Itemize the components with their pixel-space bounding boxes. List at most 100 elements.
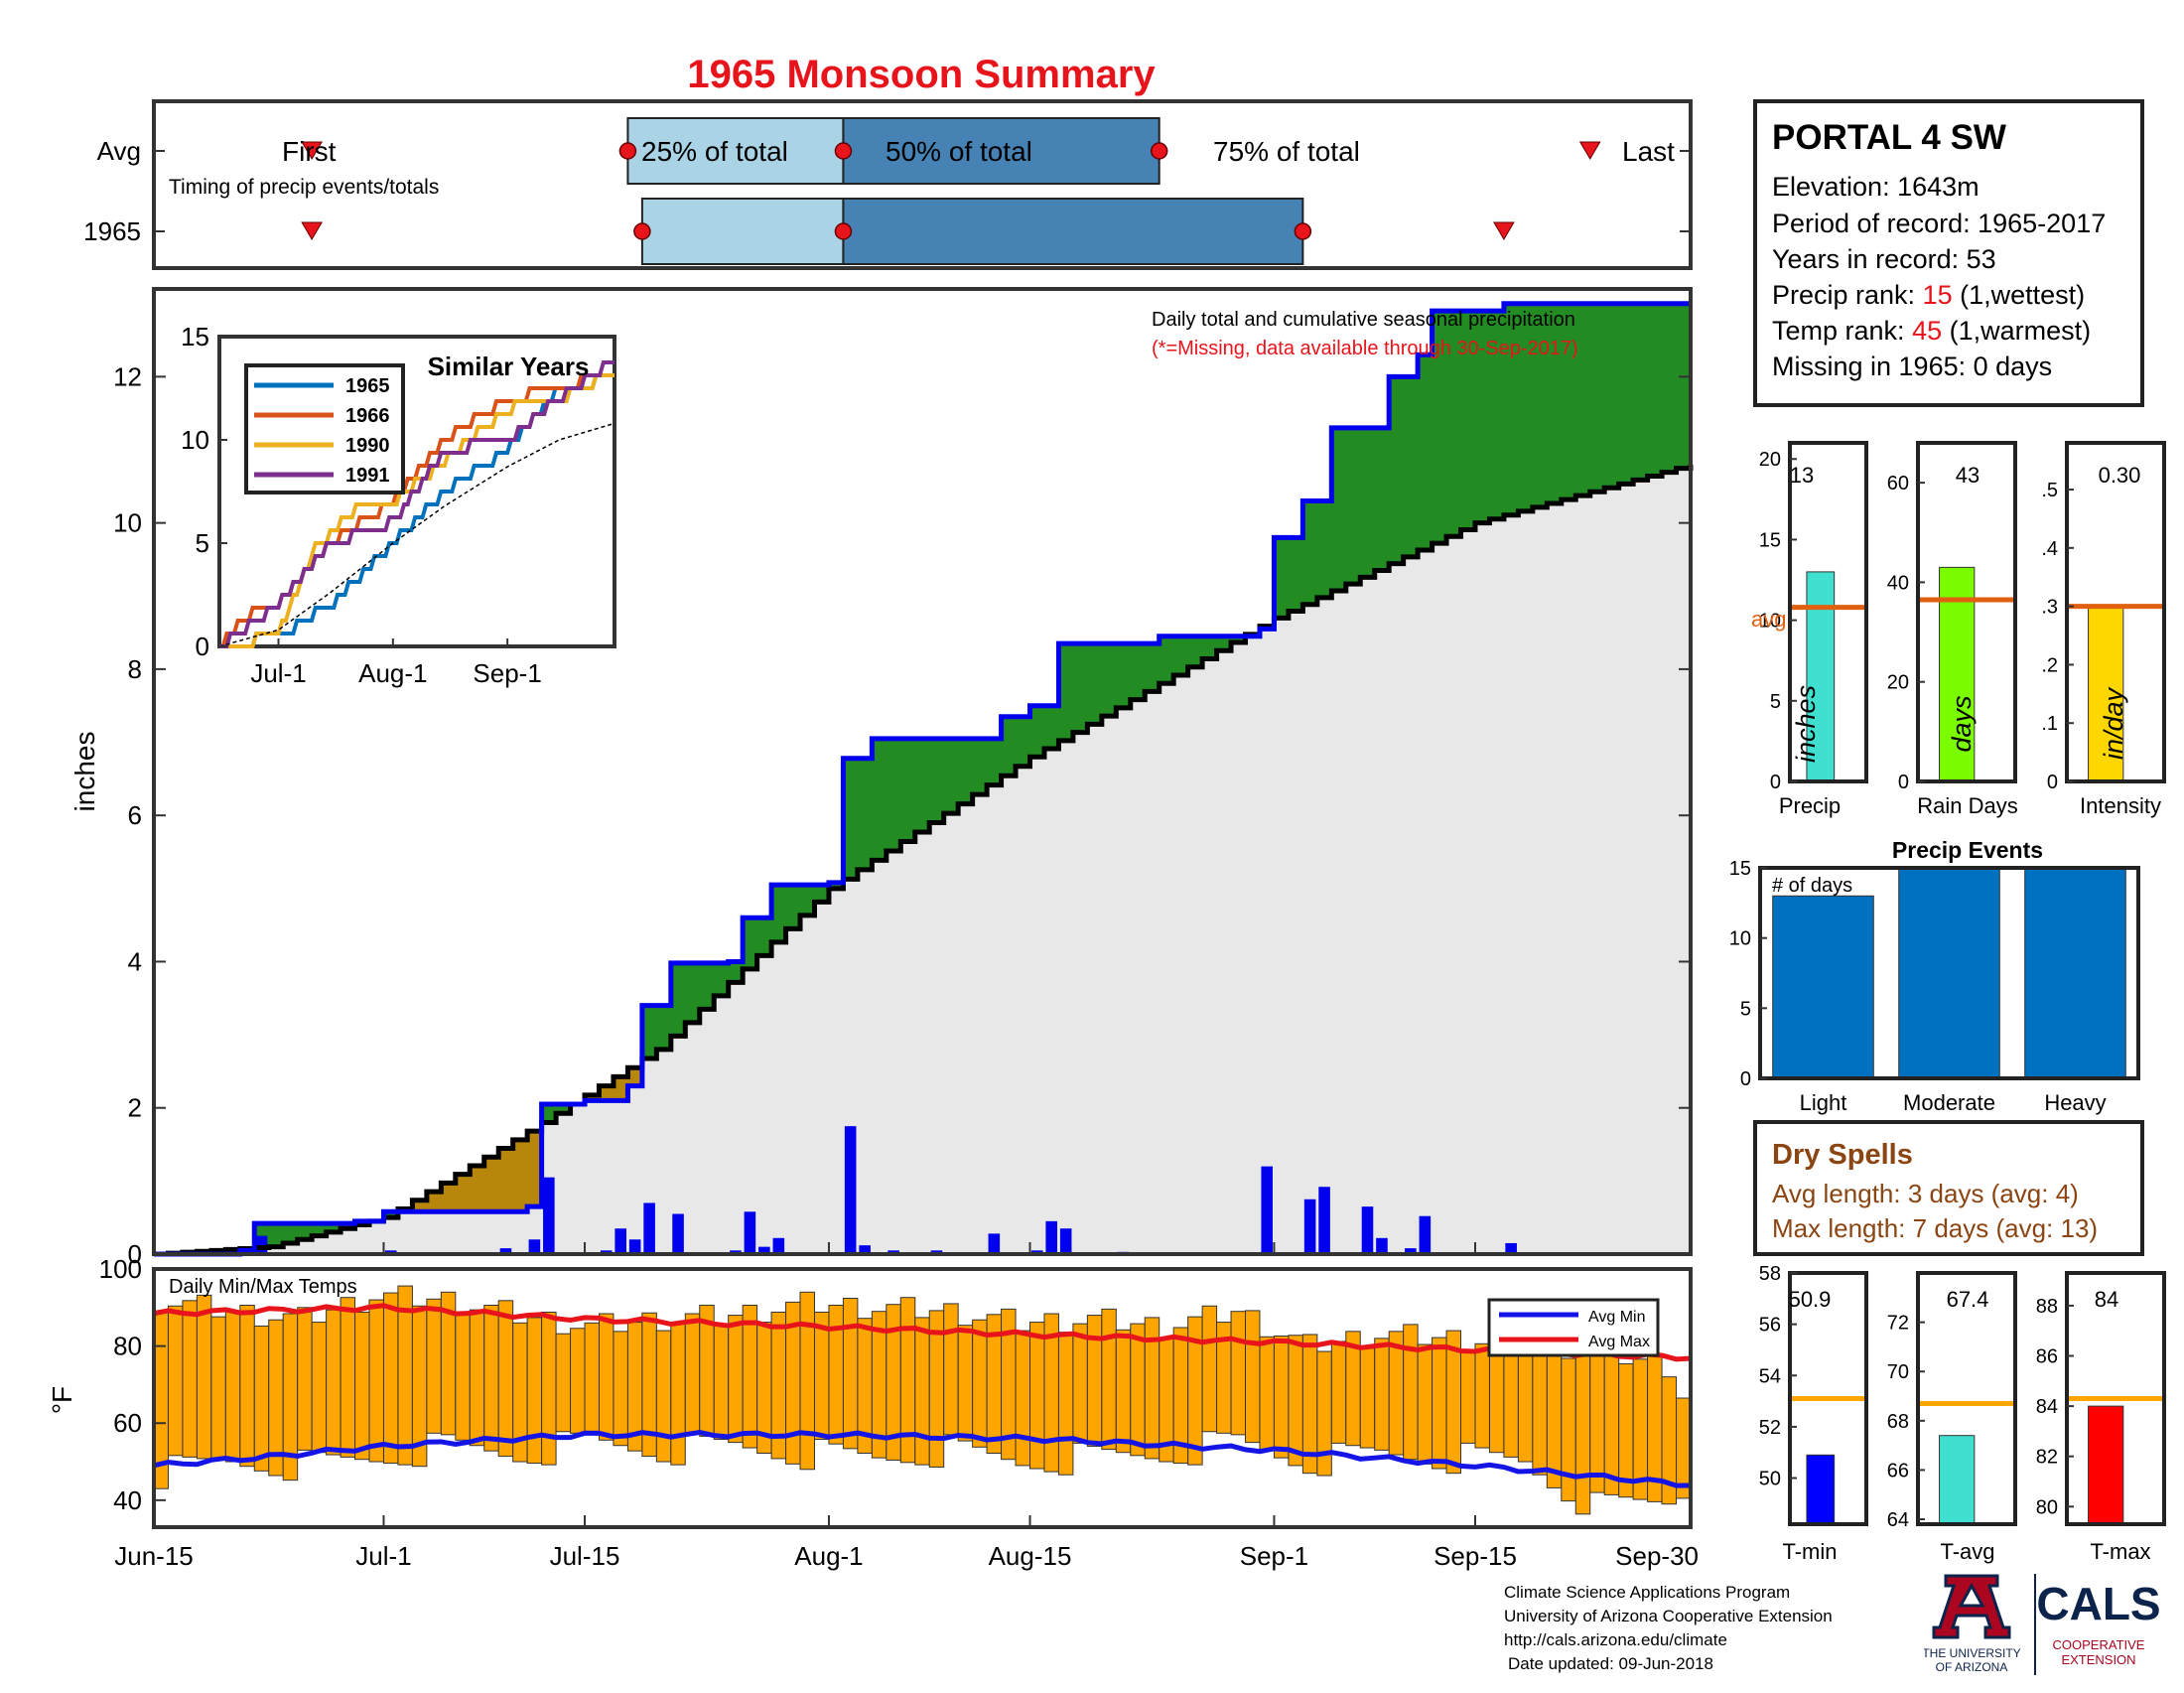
precip-rank-prefix: Precip rank: — [1772, 280, 1923, 310]
average-cumulative-line — [154, 464, 1694, 1257]
raindays-panel-bar — [1939, 566, 1976, 782]
date-tick-label: Jul-1 — [355, 1541, 411, 1571]
inset-line-1991 — [219, 360, 614, 648]
temp-range-bar — [1388, 1331, 1405, 1456]
intensity-panel-tick-label: 0 — [2047, 772, 2058, 793]
events-y-label: 0 — [1740, 1068, 1751, 1090]
inset-x-label: Jul-1 — [250, 658, 306, 688]
precip-panel-tick-label: 20 — [1759, 449, 1781, 471]
temp-range-bar — [613, 1331, 628, 1447]
timing-avg-label: Avg — [97, 136, 141, 166]
daily-precip-bar — [844, 1126, 857, 1254]
events-category-label: Heavy — [2044, 1090, 2106, 1115]
tmax-panel-frame — [2065, 1271, 2166, 1526]
events-y-label: 10 — [1729, 928, 1751, 950]
daily-precip-bar — [628, 1239, 641, 1254]
similar-years-inset: 0 5 10 15 Jul-1 Aug-1 Sep-1 Similar Years 1965… — [181, 322, 616, 688]
dry-spells-avg: Avg length: 3 days (avg: 4) — [1772, 1179, 2079, 1208]
university-of-arizona-logo: THE UNIVERSITY OF ARIZONA — [1924, 1574, 2021, 1674]
tmin-panel-tick-label: 54 — [1759, 1365, 1781, 1387]
precip-value: 13 — [1790, 463, 1814, 488]
daily-precip-bar — [744, 1211, 756, 1254]
temp-range-bar — [713, 1323, 730, 1441]
average-cumulative-fill-over — [154, 464, 1691, 1254]
intensity-panel-tick-label: .5 — [2041, 480, 2058, 501]
temp-range-bar — [670, 1322, 686, 1466]
inset-legend-label: 1966 — [345, 405, 390, 427]
precip-panel-tick-label: 0 — [1770, 772, 1781, 793]
events-panel-frame — [1758, 866, 2140, 1080]
temp-range-bar — [598, 1313, 614, 1441]
temp-range-bar — [1316, 1350, 1332, 1477]
temp-range-bar — [526, 1317, 543, 1465]
events-category-label: Moderate — [1903, 1090, 1995, 1115]
year-first-marker — [301, 221, 324, 240]
temp-range-bar — [1474, 1342, 1490, 1449]
tavg-panel-frame — [1916, 1271, 2017, 1526]
events-y-label: # of days — [1772, 875, 1852, 897]
figure-title: 1965 Monsoon Summary — [687, 53, 1156, 96]
precip-panel-tick-label: 15 — [1759, 529, 1781, 551]
tmax-value: 84 — [2095, 1287, 2118, 1312]
events-y-label: 5 — [1740, 998, 1751, 1020]
daily-precip-bar — [988, 1233, 1001, 1254]
date-axis: Jun-15 Jul-1 Jul-15 Aug-1 Aug-15 Sep-1 Sep-15 S… — [114, 1242, 1699, 1571]
daily-precip-bar — [1376, 1237, 1388, 1254]
cals-sub1: COOPERATIVE — [2053, 1637, 2145, 1652]
temp-range-bar — [570, 1328, 586, 1434]
station-elevation: Elevation: 1643m — [1772, 172, 1979, 202]
inset-legend-label: 1965 — [345, 375, 390, 397]
temp-rank-suffix: (1,warmest) — [1942, 316, 2091, 346]
temp-y-label: 40 — [113, 1485, 142, 1515]
station-info: PORTAL 4 SW Elevation: 1643m Period of r… — [1753, 99, 2144, 407]
credit-line-program: Climate Science Applications Program — [1504, 1583, 1791, 1602]
temp-range-bar — [340, 1297, 356, 1458]
credit-line-university: University of Arizona Cooperative Extens… — [1504, 1607, 1833, 1625]
temp-range-bar — [210, 1316, 226, 1461]
daily-precip-bar — [643, 1202, 655, 1254]
events-bar-moderate — [1898, 867, 2000, 1079]
temp-range-bar — [326, 1309, 341, 1456]
p50-label: 50% of total — [886, 136, 1032, 167]
intensity-panel-tick-label: .2 — [2041, 654, 2058, 676]
precip-label: Precip — [1779, 793, 1841, 818]
station-precip-rank: Precip rank: 15 (1,wettest) — [1772, 280, 2085, 310]
temp-range-bar — [1417, 1343, 1433, 1465]
raindays-panel-tick-label: 20 — [1887, 672, 1909, 694]
inset-legend-label: 1990 — [345, 435, 390, 457]
intensity-value: 0.30 — [2099, 463, 2141, 488]
temp-range-bar — [842, 1297, 859, 1450]
temp-range-bar — [1561, 1357, 1576, 1502]
tmax-panel-bar — [2088, 1405, 2124, 1525]
daily-precip-bar — [528, 1239, 541, 1254]
events-bar-light — [1772, 895, 1874, 1079]
temp-range-bar — [1072, 1323, 1088, 1444]
avg-25-50-box — [626, 117, 845, 185]
intensity-panel-frame — [2065, 441, 2166, 783]
temp-range-bar — [497, 1300, 514, 1458]
y-tick-label: 2 — [128, 1093, 142, 1123]
daily-temp-bars — [153, 1285, 1692, 1515]
daily-precip-bar — [772, 1237, 785, 1254]
dry-spells-title: Dry Spells — [1772, 1139, 1913, 1171]
tavg-panel-tick-label: 66 — [1887, 1460, 1909, 1481]
date-tick-label: Aug-1 — [794, 1541, 863, 1571]
temp-range-bar — [455, 1314, 471, 1441]
temp-range-bar — [469, 1309, 485, 1447]
avg-last-marker — [1578, 141, 1601, 160]
y-tick-label: 8 — [128, 654, 142, 684]
tmax-panel-tick-label: 84 — [2036, 1396, 2058, 1418]
y-tick-label: 10 — [113, 508, 142, 538]
daily-precip-bar — [859, 1245, 871, 1254]
temp-range-bar — [799, 1291, 815, 1471]
cals-wordmark: CALS — [2036, 1578, 2160, 1629]
temps-y-ticks: 40 60 80 100 — [99, 1254, 166, 1515]
station-name: PORTAL 4 SW — [1772, 118, 2006, 157]
cumulative-y-ticks: 0 2 4 6 8 10 12 — [113, 361, 1691, 1269]
date-tick-label: Sep-15 — [1433, 1541, 1517, 1571]
credit-link[interactable]: http://cals.arizona.edu/climate — [1504, 1630, 1727, 1649]
y-tick-label: 6 — [128, 800, 142, 830]
season-stat-panels: 0 5 10 15 20 0 20 40 60 0 .1 .2 .3 .4 .5 50 52 54 56 58 64 66… — [1759, 441, 2166, 1531]
precip-rank-value: 15 — [1923, 280, 1953, 310]
temp-range-bar — [1574, 1351, 1591, 1515]
